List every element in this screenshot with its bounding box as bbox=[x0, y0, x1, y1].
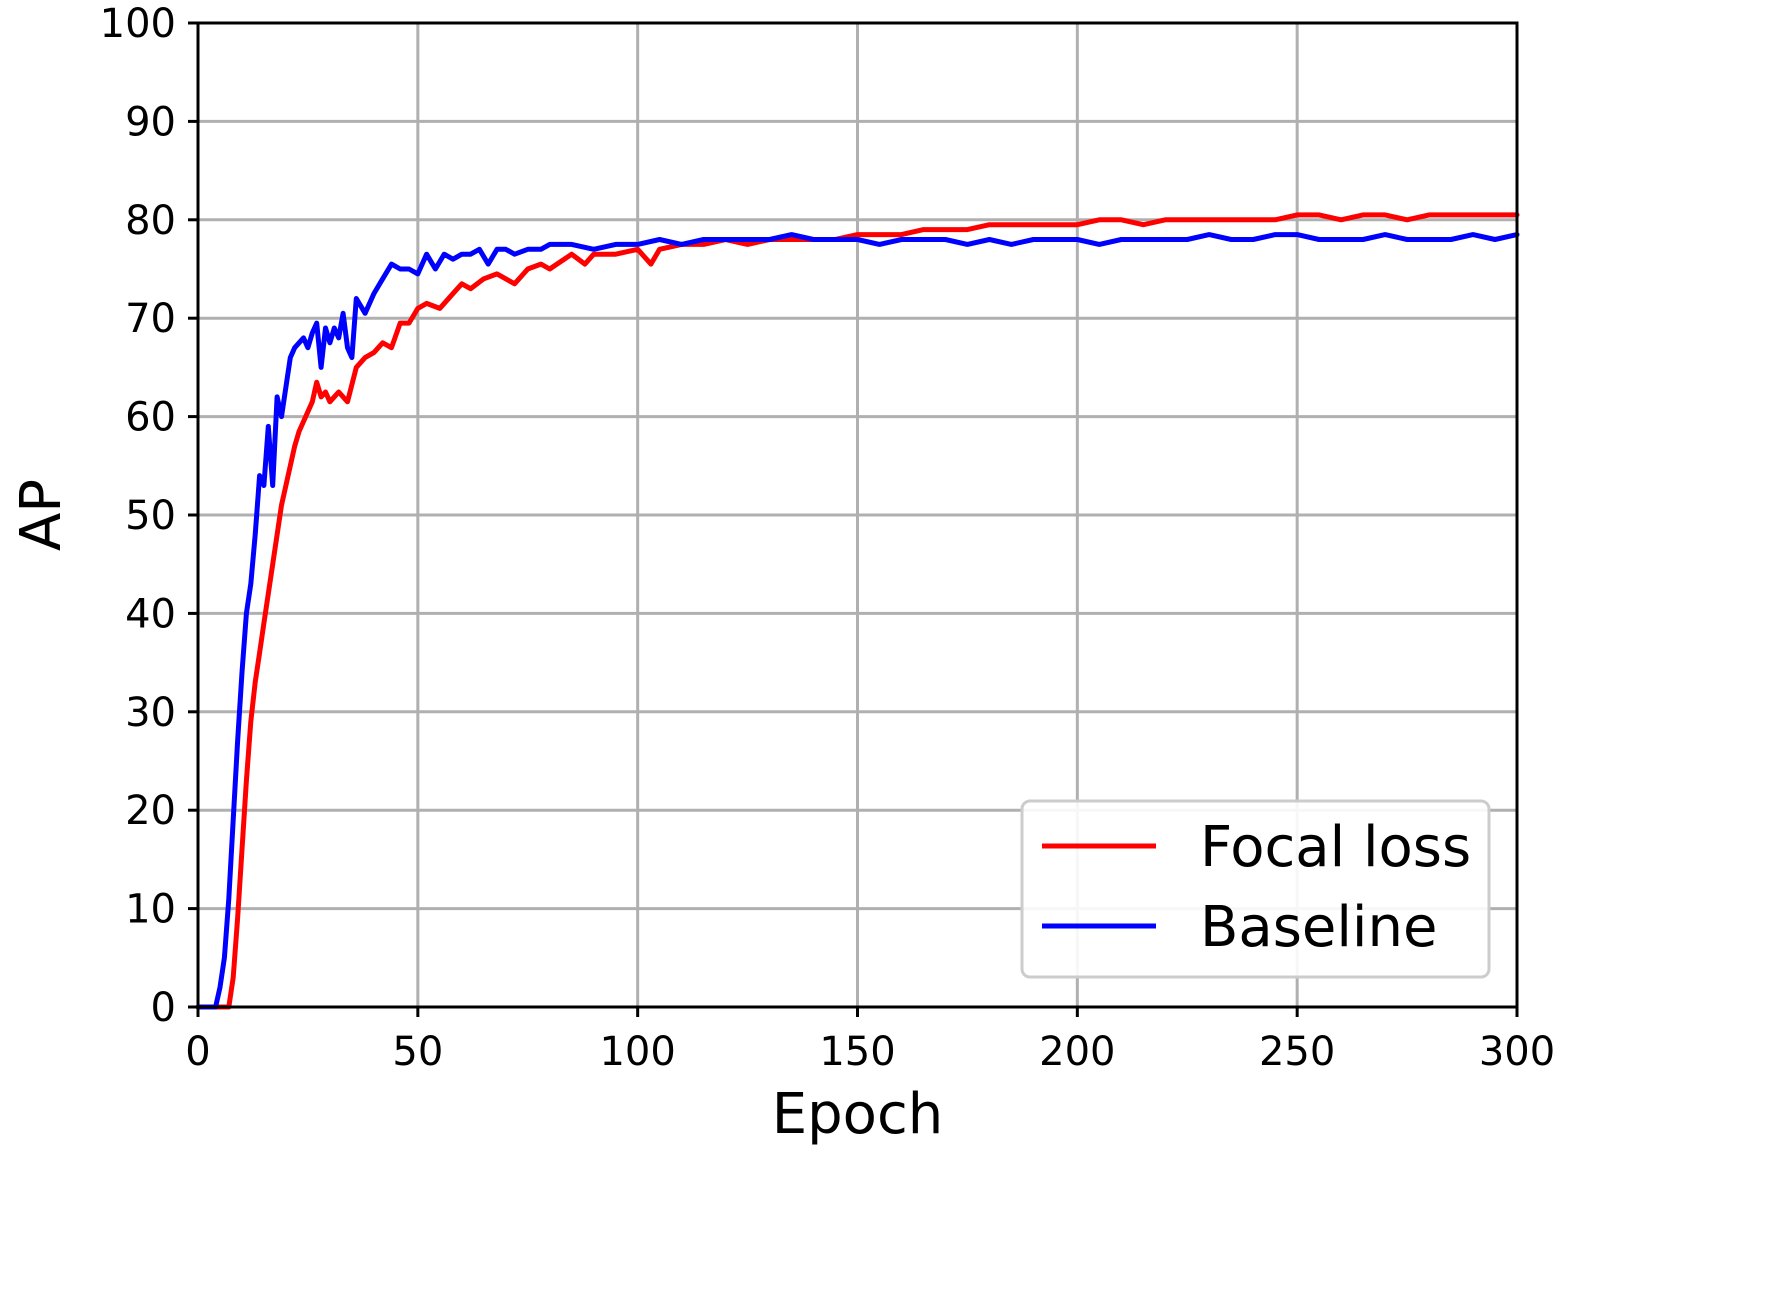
series-group bbox=[195, 212, 1520, 1010]
y-tick-label: 80 bbox=[125, 198, 176, 244]
y-tick-label: 40 bbox=[125, 591, 176, 637]
series-line-focal-loss bbox=[195, 212, 1520, 1010]
series-line-baseline bbox=[195, 232, 1520, 1010]
x-tick-label: 150 bbox=[819, 1029, 895, 1075]
legend-label-baseline: Baseline bbox=[1200, 895, 1437, 960]
legend-items: Focal loss Baseline bbox=[1042, 815, 1471, 960]
legend-label-focal-loss: Focal loss bbox=[1200, 815, 1471, 880]
legend: Focal loss Baseline bbox=[1020, 799, 1491, 979]
y-tick-label: 30 bbox=[125, 690, 176, 736]
y-tick-label: 0 bbox=[151, 985, 176, 1031]
x-tick-label: 200 bbox=[1039, 1029, 1115, 1075]
ticks: 0 50 100 150 200 250 300 0 10 20 30 40 50 60 70 80 90 100 bbox=[100, 1, 1556, 1075]
y-tick-label: 60 bbox=[125, 395, 176, 441]
y-tick-label: 70 bbox=[125, 296, 176, 342]
y-tick-label: 90 bbox=[125, 99, 176, 145]
y-tick-label: 50 bbox=[125, 493, 176, 539]
x-tick-label: 250 bbox=[1259, 1029, 1335, 1075]
y-tick-label: 100 bbox=[100, 1, 176, 47]
y-tick-label: 10 bbox=[125, 887, 176, 933]
y-axis-label: AP bbox=[9, 479, 74, 551]
x-axis-label: Epoch bbox=[772, 1082, 943, 1147]
x-tick-label: 100 bbox=[599, 1029, 675, 1075]
x-tick-label: 0 bbox=[185, 1029, 210, 1075]
x-tick-label: 50 bbox=[392, 1029, 443, 1075]
y-tick-label: 20 bbox=[125, 788, 176, 834]
x-tick-label: 300 bbox=[1479, 1029, 1555, 1075]
